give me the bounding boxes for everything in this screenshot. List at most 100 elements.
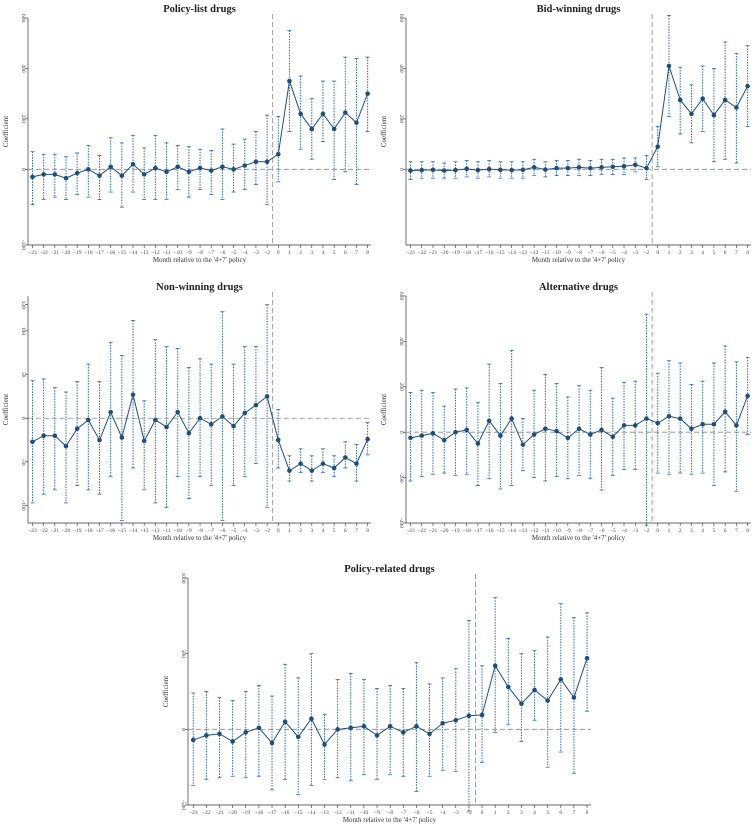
x-tick-label: 4 (701, 528, 704, 534)
x-tick-label: −22 (202, 810, 211, 816)
x-tick-label: −18 (462, 250, 471, 256)
data-point (153, 417, 158, 423)
data-point (86, 417, 91, 423)
data-point (264, 394, 270, 399)
x-tick-label: −9 (186, 528, 192, 534)
chart-svg: Alternative drugs -400 -200 0 200 400 600 Coeff… (380, 282, 751, 542)
x-tick-label: −14 (129, 528, 138, 534)
data-point (208, 168, 214, 173)
data-point (610, 164, 616, 170)
x-tick-label: −23 (28, 250, 37, 256)
x-tick-label: −11 (347, 810, 356, 816)
x-tick-label: −13 (320, 810, 329, 816)
data-point (599, 165, 604, 170)
x-tick-label: 0 (277, 528, 280, 534)
data-point (52, 172, 58, 177)
data-point (287, 78, 292, 84)
data-point (734, 105, 739, 110)
x-tick-label: −14 (307, 810, 316, 816)
data-point (610, 434, 616, 440)
x-tick-label: 6 (344, 250, 347, 256)
x-tick-label: −10 (552, 250, 561, 256)
x-tick-label: −19 (451, 528, 460, 534)
x-tick-label: −5 (427, 810, 433, 816)
data-point (655, 420, 661, 426)
data-point (666, 414, 672, 419)
x-tick-label: −9 (374, 810, 380, 816)
x-tick-label: 6 (724, 250, 727, 256)
data-point (86, 167, 91, 172)
chart-title: Policy-related drugs (344, 564, 435, 575)
y-tick-label: 1000 (180, 573, 186, 584)
data-point (509, 167, 514, 173)
data-point (164, 169, 169, 175)
x-tick-label: −4 (621, 528, 627, 534)
data-point (554, 165, 559, 171)
data-point (519, 701, 524, 706)
data-point (464, 166, 469, 172)
x-tick-label: 1 (288, 528, 291, 534)
x-tick-label: −21 (51, 250, 60, 256)
x-tick-label: −10 (360, 810, 369, 816)
data-point (331, 465, 337, 471)
x-tick-label: −11 (541, 250, 550, 256)
data-point (440, 720, 445, 726)
data-point (309, 468, 315, 473)
x-tick-label: 7 (573, 810, 576, 816)
chart-title: Bid-winning drugs (537, 4, 621, 15)
chart-title: Non-winning drugs (156, 282, 243, 293)
data-point (242, 163, 248, 168)
x-axis-label: Month relative to the '4+7' policy (343, 816, 437, 824)
x-tick-label: −21 (215, 810, 224, 816)
data-point (275, 437, 281, 443)
x-tick-label: 5 (333, 250, 336, 256)
x-tick-label: −6 (219, 250, 225, 256)
x-tick-label: 2 (679, 528, 682, 534)
x-tick-label: −10 (552, 528, 561, 534)
x-tick-label: −3 (632, 250, 638, 256)
data-point (621, 423, 627, 428)
data-point (322, 742, 327, 747)
data-point (453, 429, 458, 435)
y-tick-label: -400 (398, 518, 404, 528)
x-tick-label: −6 (599, 528, 605, 534)
x-tick-label: −8 (197, 528, 203, 534)
x-tick-label: −18 (462, 528, 471, 534)
data-point (361, 724, 367, 729)
x-tick-label: −17 (474, 528, 483, 534)
x-tick-label: 1 (668, 528, 671, 534)
y-tick-label: 200 (398, 115, 404, 124)
y-tick-label: -50 (20, 458, 26, 466)
data-point (414, 724, 419, 729)
x-tick-label: −7 (587, 250, 593, 256)
x-tick-label: 0 (277, 250, 280, 256)
x-tick-label: −2 (644, 528, 650, 534)
data-point (505, 684, 511, 690)
data-point (584, 655, 590, 661)
policy-list-drugs-panel: Policy-list drugs -300 0 200 400 600 Coefficie… (0, 0, 375, 275)
data-point (97, 437, 102, 443)
data-point (466, 713, 472, 719)
data-point (587, 165, 593, 171)
data-point (343, 455, 348, 460)
x-tick-label: 2 (299, 250, 302, 256)
x-tick-label: −18 (84, 528, 93, 534)
x-tick-label: −5 (231, 250, 237, 256)
x-tick-label: 4 (322, 250, 325, 256)
x-tick-label: −22 (39, 250, 48, 256)
x-tick-label: −10 (173, 528, 182, 534)
data-point (256, 725, 262, 731)
data-point (498, 167, 503, 173)
data-point (700, 96, 705, 102)
x-tick-label: −3 (253, 528, 259, 534)
data-point (97, 173, 102, 178)
x-tick-label: −8 (576, 250, 582, 256)
x-tick-label: −2 (264, 250, 270, 256)
x-tick-label: −22 (417, 528, 426, 534)
x-tick-label: −21 (429, 528, 438, 534)
data-point (632, 162, 638, 168)
data-point (365, 436, 370, 442)
x-tick-label: 0 (656, 250, 659, 256)
x-tick-label: 5 (713, 250, 716, 256)
x-tick-label: −20 (440, 528, 449, 534)
